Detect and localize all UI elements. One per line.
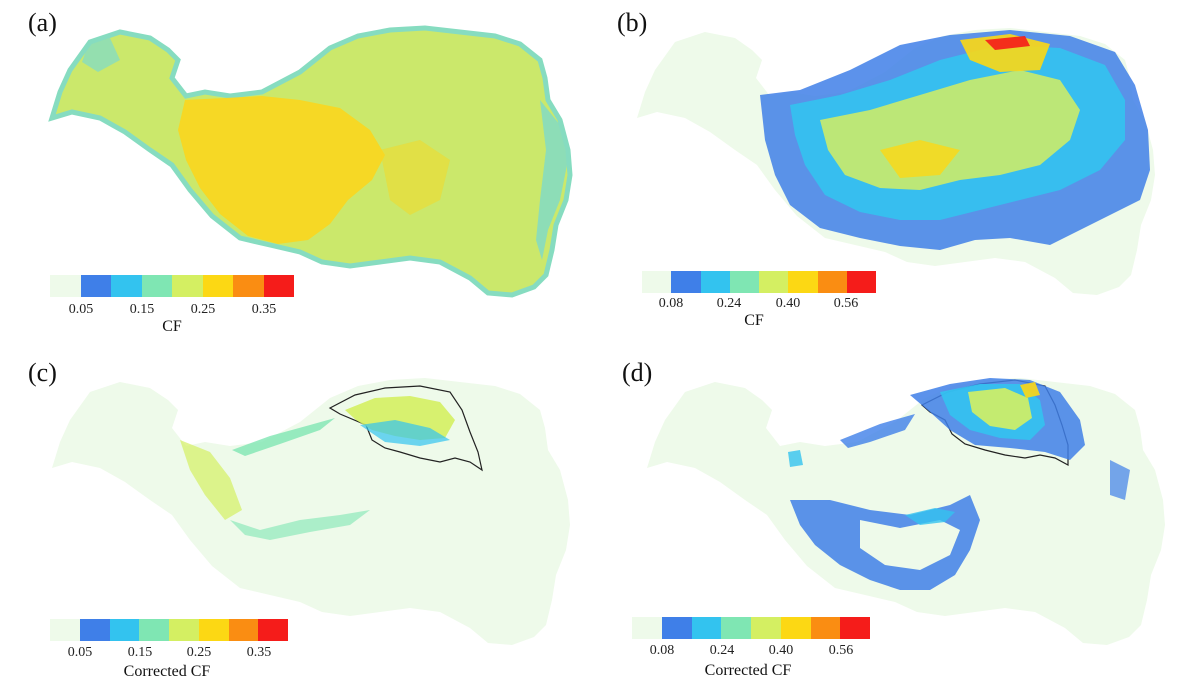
legend-title-b: CF	[744, 312, 764, 329]
panel-b-map	[637, 28, 1155, 295]
legend-bar-c	[50, 619, 288, 641]
tick-a-2: 0.25	[190, 302, 216, 317]
legend-title-d: Corrected CF	[704, 662, 792, 679]
tick-b-0: 0.08	[658, 296, 684, 311]
legend-bar-b	[642, 271, 876, 293]
tick-c-1: 0.15	[127, 645, 153, 660]
legend-title-c: Corrected CF	[123, 663, 211, 680]
legend-title-a: CF	[162, 318, 182, 335]
tick-c-3: 0.35	[246, 645, 272, 660]
tick-d-3: 0.56	[828, 643, 854, 658]
legend-bar-a	[50, 275, 294, 297]
panel-d-label: (d)	[622, 358, 653, 387]
panel-a-label: (a)	[28, 8, 57, 37]
tick-a-3: 0.35	[251, 302, 277, 317]
tick-a-1: 0.15	[129, 302, 155, 317]
tick-d-0: 0.08	[649, 643, 675, 658]
tick-b-3: 0.56	[833, 296, 859, 311]
hot-zone-a	[178, 96, 385, 244]
tick-a-0: 0.05	[68, 302, 94, 317]
panel-c-label: (c)	[28, 358, 57, 387]
panel-a-map	[48, 25, 573, 298]
green-zone-b	[820, 70, 1080, 190]
panel-b-label: (b)	[617, 8, 648, 37]
tick-b-2: 0.40	[775, 296, 801, 311]
panel-c-map	[52, 378, 570, 645]
tick-b-1: 0.24	[716, 296, 742, 311]
tick-d-2: 0.40	[768, 643, 794, 658]
tick-d-1: 0.24	[709, 643, 735, 658]
tick-c-0: 0.05	[67, 645, 93, 660]
tick-c-2: 0.25	[186, 645, 212, 660]
legend-bar-d	[632, 617, 870, 639]
